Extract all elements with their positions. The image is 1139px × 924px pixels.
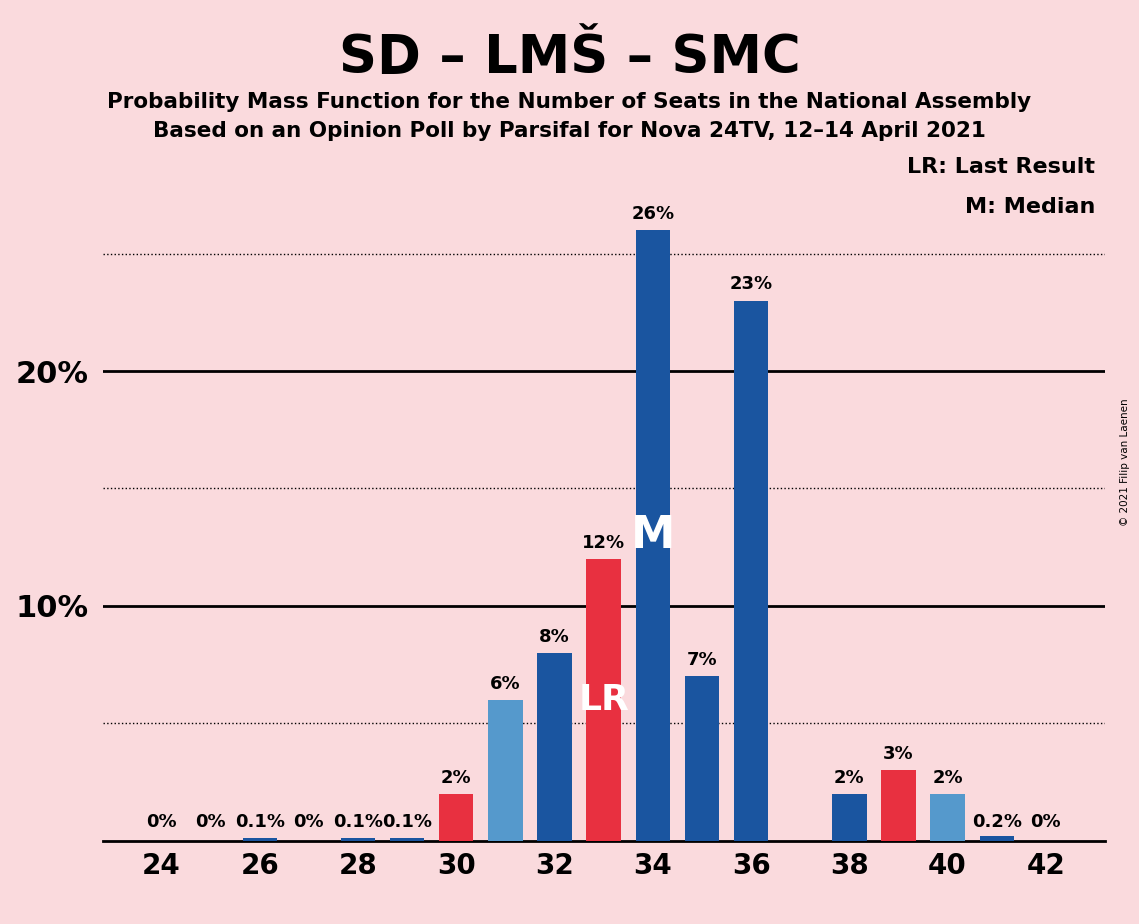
Text: 0%: 0% (146, 813, 177, 832)
Text: SD – LMŠ – SMC: SD – LMŠ – SMC (338, 32, 801, 84)
Text: 0%: 0% (1031, 813, 1062, 832)
Text: M: M (631, 514, 675, 557)
Bar (685, 676, 719, 841)
Bar (636, 230, 670, 841)
Text: 23%: 23% (729, 275, 772, 294)
Text: 2%: 2% (933, 769, 962, 787)
Bar (390, 838, 425, 841)
Text: 0%: 0% (195, 813, 226, 832)
Text: © 2021 Filip van Laenen: © 2021 Filip van Laenen (1121, 398, 1130, 526)
Bar (734, 300, 769, 841)
Text: M: Median: M: Median (965, 197, 1095, 217)
Bar (882, 771, 916, 841)
Text: 6%: 6% (490, 675, 521, 693)
Text: 8%: 8% (539, 628, 570, 646)
Text: Probability Mass Function for the Number of Seats in the National Assembly: Probability Mass Function for the Number… (107, 92, 1032, 113)
Text: 0.1%: 0.1% (333, 813, 383, 832)
Bar (439, 794, 474, 841)
Text: 0%: 0% (294, 813, 325, 832)
Bar (931, 794, 965, 841)
Text: 0.1%: 0.1% (235, 813, 285, 832)
Bar (538, 653, 572, 841)
Text: 3%: 3% (883, 746, 913, 763)
Text: 12%: 12% (582, 534, 625, 552)
Bar (489, 699, 523, 841)
Bar (587, 559, 621, 841)
Text: 26%: 26% (631, 205, 674, 223)
Text: LR: Last Result: LR: Last Result (907, 157, 1095, 177)
Text: 7%: 7% (687, 651, 718, 669)
Bar (243, 838, 277, 841)
Text: LR: LR (579, 683, 629, 717)
Text: 0.2%: 0.2% (972, 813, 1022, 832)
Bar (341, 838, 375, 841)
Text: 2%: 2% (834, 769, 865, 787)
Text: 0.1%: 0.1% (383, 813, 432, 832)
Bar (980, 836, 1014, 841)
Text: Based on an Opinion Poll by Parsifal for Nova 24TV, 12–14 April 2021: Based on an Opinion Poll by Parsifal for… (153, 121, 986, 141)
Bar (833, 794, 867, 841)
Text: 2%: 2% (441, 769, 472, 787)
